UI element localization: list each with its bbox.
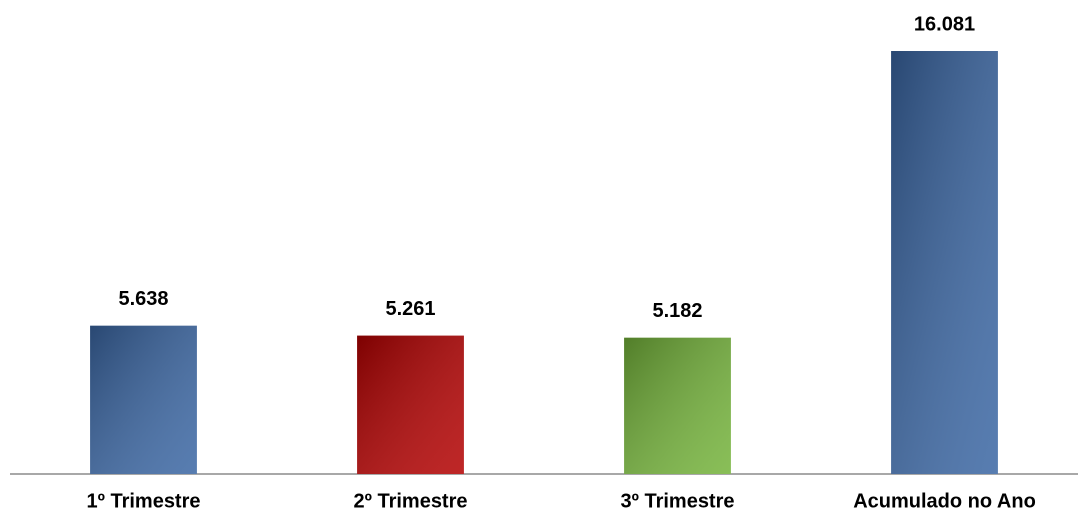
x-tick-label: 2º Trimestre	[353, 490, 467, 512]
bar-shade	[357, 335, 464, 474]
value-label: 5.261	[385, 298, 435, 320]
value-label: 16.081	[914, 13, 975, 35]
x-tick-label: 1º Trimestre	[86, 490, 200, 512]
value-label: 5.182	[652, 300, 702, 322]
bar-shade	[891, 51, 998, 474]
bar-shade	[90, 325, 197, 474]
x-tick-label: 3º Trimestre	[620, 490, 734, 512]
bar-shade	[624, 337, 731, 474]
value-label: 5.638	[118, 288, 168, 310]
x-tick-label: Acumulado no Ano	[853, 490, 1036, 512]
